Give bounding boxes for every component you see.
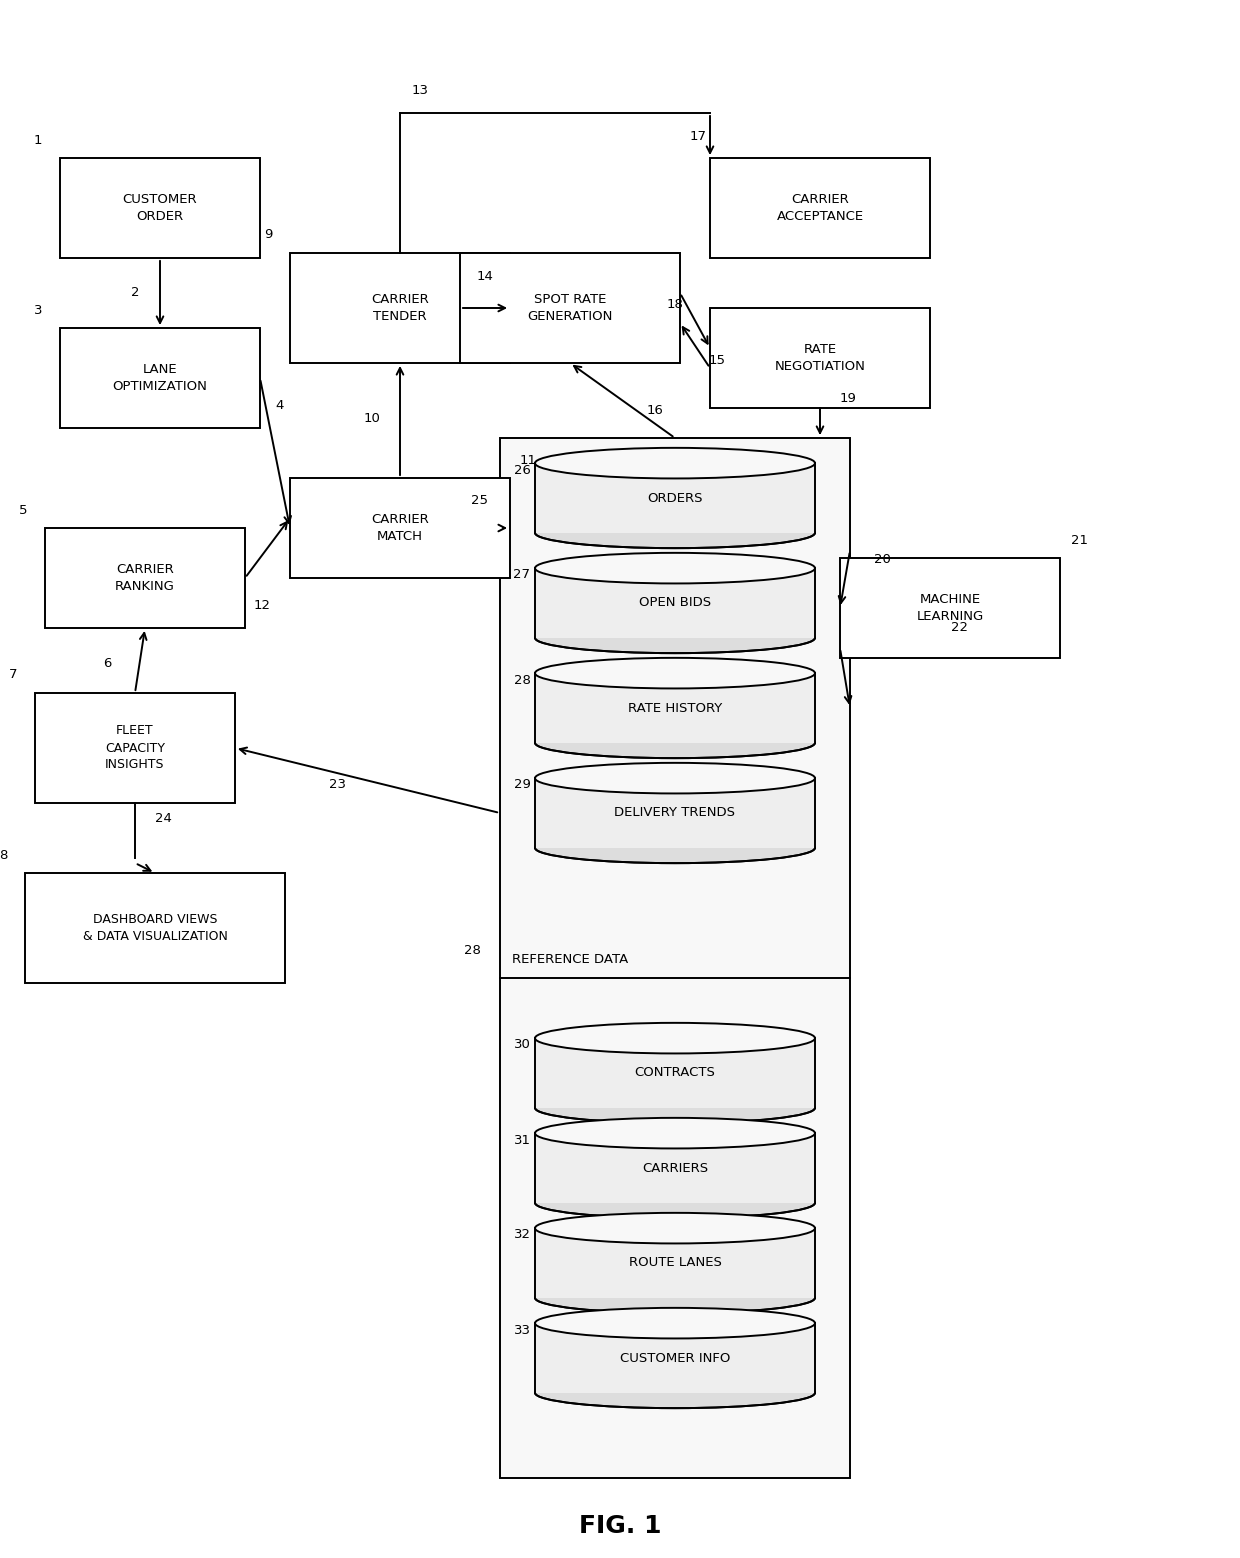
Text: 31: 31 — [513, 1134, 531, 1147]
Text: 29: 29 — [513, 779, 531, 791]
Text: 28: 28 — [464, 944, 480, 957]
Ellipse shape — [534, 1282, 815, 1313]
Text: 9: 9 — [264, 229, 273, 241]
Text: CONTRACTS: CONTRACTS — [635, 1067, 715, 1080]
Text: CARRIER
MATCH: CARRIER MATCH — [371, 513, 429, 544]
Text: 10: 10 — [363, 411, 381, 424]
Text: 26: 26 — [513, 463, 531, 477]
Text: 22: 22 — [951, 622, 968, 634]
Ellipse shape — [534, 1212, 815, 1243]
Ellipse shape — [534, 1307, 815, 1338]
Text: 12: 12 — [254, 600, 272, 612]
Text: CUSTOMER
ORDER: CUSTOMER ORDER — [123, 193, 197, 223]
Text: SPOT RATE
GENERATION: SPOT RATE GENERATION — [527, 293, 613, 323]
Bar — [534, 1038, 815, 1108]
Text: REFERENCE DATA: REFERENCE DATA — [512, 953, 629, 966]
Ellipse shape — [534, 657, 815, 689]
Bar — [711, 308, 930, 408]
Text: RATE HISTORY: RATE HISTORY — [627, 701, 722, 715]
Text: CARRIERS: CARRIERS — [642, 1162, 708, 1175]
Text: 3: 3 — [33, 304, 42, 316]
Text: 19: 19 — [839, 391, 857, 405]
Text: DASHBOARD VIEWS
& DATA VISUALIZATION: DASHBOARD VIEWS & DATA VISUALIZATION — [83, 913, 227, 943]
Text: 14: 14 — [476, 270, 494, 282]
Text: 33: 33 — [513, 1323, 531, 1337]
Bar — [60, 157, 260, 259]
Text: CUSTOMER INFO: CUSTOMER INFO — [620, 1351, 730, 1365]
Text: 6: 6 — [103, 656, 112, 670]
Ellipse shape — [534, 763, 815, 793]
Ellipse shape — [534, 832, 815, 863]
Ellipse shape — [534, 1092, 815, 1123]
Ellipse shape — [534, 1024, 815, 1053]
Text: 21: 21 — [1071, 533, 1089, 547]
Ellipse shape — [534, 517, 815, 548]
Bar — [534, 1133, 815, 1203]
Bar — [460, 252, 680, 363]
Text: ORDERS: ORDERS — [647, 491, 703, 505]
Text: 13: 13 — [412, 84, 429, 98]
Text: 20: 20 — [873, 553, 890, 566]
Text: 30: 30 — [513, 1039, 531, 1052]
Text: OPEN BIDS: OPEN BIDS — [639, 597, 711, 609]
Ellipse shape — [534, 1377, 815, 1408]
Bar — [60, 329, 260, 428]
Text: 11: 11 — [520, 453, 537, 466]
Text: LANE
OPTIMIZATION: LANE OPTIMIZATION — [113, 363, 207, 393]
Text: 32: 32 — [513, 1229, 531, 1242]
Text: 4: 4 — [275, 399, 284, 413]
Bar — [839, 558, 1060, 657]
Bar — [534, 569, 815, 637]
Text: 5: 5 — [19, 503, 27, 517]
Ellipse shape — [534, 447, 815, 478]
Text: CARRIER
RANKING: CARRIER RANKING — [115, 562, 175, 594]
Text: 8: 8 — [0, 849, 7, 862]
Text: 24: 24 — [155, 812, 171, 824]
Text: 23: 23 — [329, 779, 346, 791]
Ellipse shape — [534, 623, 815, 653]
Bar — [45, 528, 246, 628]
Bar — [534, 777, 815, 848]
Text: ROUTE LANES: ROUTE LANES — [629, 1256, 722, 1270]
Text: 15: 15 — [708, 355, 725, 368]
Text: RATE
NEGOTIATION: RATE NEGOTIATION — [775, 343, 866, 372]
Bar — [534, 463, 815, 533]
Text: CARRIER
TENDER: CARRIER TENDER — [371, 293, 429, 323]
Bar — [25, 872, 285, 983]
Bar — [534, 1323, 815, 1393]
Text: 1: 1 — [33, 134, 42, 146]
Ellipse shape — [534, 553, 815, 583]
Text: DELIVERY TRENDS: DELIVERY TRENDS — [615, 807, 735, 820]
Text: 28: 28 — [513, 673, 531, 687]
Text: 16: 16 — [646, 404, 663, 416]
Text: MACHINE
LEARNING: MACHINE LEARNING — [916, 594, 983, 623]
Text: FIG. 1: FIG. 1 — [579, 1514, 661, 1538]
Text: 18: 18 — [667, 299, 683, 312]
Text: CARRIER
ACCEPTANCE: CARRIER ACCEPTANCE — [776, 193, 863, 223]
Ellipse shape — [534, 728, 815, 759]
Text: 2: 2 — [130, 287, 139, 299]
Text: 17: 17 — [689, 129, 707, 142]
Bar — [35, 693, 236, 802]
Text: FLEET
CAPACITY
INSIGHTS: FLEET CAPACITY INSIGHTS — [105, 724, 165, 771]
Bar — [534, 1228, 815, 1298]
Bar — [290, 252, 510, 363]
Bar — [711, 157, 930, 259]
Bar — [290, 478, 510, 578]
Text: 7: 7 — [9, 668, 17, 681]
Bar — [534, 673, 815, 743]
Text: 27: 27 — [513, 569, 531, 581]
Text: 25: 25 — [471, 494, 489, 506]
Bar — [500, 438, 849, 1479]
Ellipse shape — [534, 1117, 815, 1148]
Ellipse shape — [534, 1187, 815, 1218]
